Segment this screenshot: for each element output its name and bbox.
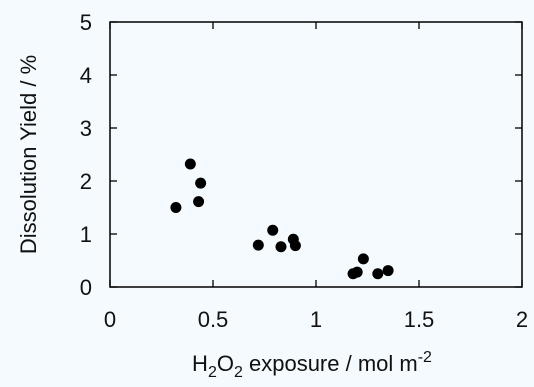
plot-frame bbox=[109, 21, 523, 288]
data-point bbox=[267, 224, 279, 236]
data-point bbox=[275, 241, 287, 253]
x-axis-title-sup: -2 bbox=[418, 349, 432, 366]
data-point bbox=[289, 240, 301, 252]
x-axis-title: H2O2 exposure / mol m-2 bbox=[192, 349, 432, 381]
data-point bbox=[170, 202, 182, 213]
x-axis-title-h: H bbox=[192, 351, 208, 376]
data-point bbox=[357, 253, 369, 265]
x-axis-title-sub1: 2 bbox=[208, 364, 217, 381]
data-point bbox=[195, 177, 207, 189]
x-tick-label: 1 bbox=[310, 307, 322, 332]
x-axis-title-o: O bbox=[217, 351, 234, 376]
data-point bbox=[252, 239, 264, 251]
data-point bbox=[372, 268, 384, 280]
data-points bbox=[170, 158, 394, 280]
y-tick-label: 2 bbox=[80, 169, 92, 194]
y-tick-label: 4 bbox=[80, 63, 92, 88]
y-tick-label: 1 bbox=[80, 222, 92, 247]
x-tick-label: 0.5 bbox=[198, 307, 229, 332]
x-axis-title-rest: exposure / mol m bbox=[243, 351, 418, 376]
data-point bbox=[382, 265, 394, 277]
x-tick-label: 0 bbox=[104, 307, 116, 332]
data-point bbox=[193, 196, 205, 208]
data-point bbox=[351, 266, 363, 278]
y-axis-ticks: 0 1 2 3 4 5 bbox=[80, 10, 522, 300]
y-tick-label: 0 bbox=[80, 275, 92, 300]
y-tick-label: 5 bbox=[80, 10, 92, 35]
data-point bbox=[184, 158, 196, 170]
x-tick-label: 1.5 bbox=[404, 307, 435, 332]
x-axis-title-sub2: 2 bbox=[234, 364, 243, 381]
x-tick-label: 2 bbox=[516, 307, 528, 332]
y-tick-label: 3 bbox=[80, 116, 92, 141]
x-axis-ticks: 0 0.5 1 1.5 2 bbox=[104, 22, 528, 332]
y-axis-title: Dissolution Yield / % bbox=[16, 55, 41, 254]
